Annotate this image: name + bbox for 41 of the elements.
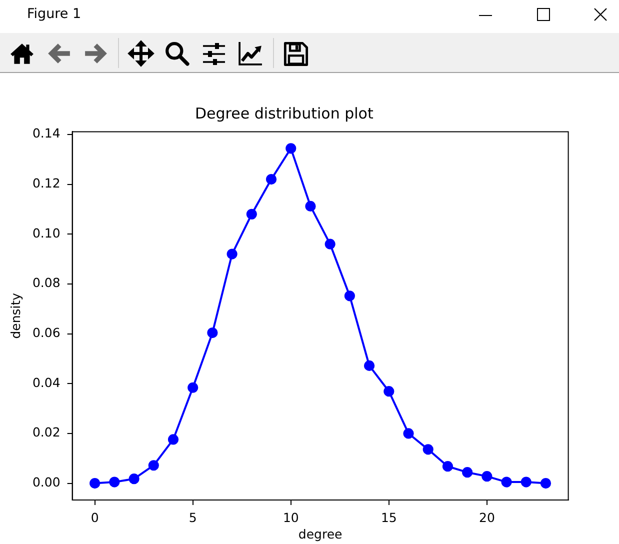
point (540, 478, 552, 489)
point (109, 476, 120, 488)
point (462, 467, 473, 478)
caption: Figure 1 (27, 6, 82, 22)
x-tick-label: 20 (478, 510, 495, 525)
point (364, 360, 375, 371)
point (384, 386, 394, 397)
point (226, 248, 238, 260)
point (246, 208, 257, 220)
point (207, 327, 218, 338)
y-tick-label: 0.14 (32, 126, 60, 141)
y-tick-label: 0.08 (32, 275, 60, 290)
y-tick-label: 0.10 (32, 225, 60, 240)
point (168, 434, 179, 445)
y-axis-title: density (8, 292, 23, 339)
x-axis-title: degree (298, 526, 343, 542)
x-tick-label: 5 (188, 510, 197, 525)
chart-title: Degree distribution plot (194, 104, 374, 123)
point (188, 382, 198, 393)
point (422, 444, 434, 455)
point (403, 428, 414, 439)
point (305, 200, 316, 212)
x-tick-label: 15 (380, 510, 397, 525)
point (286, 143, 296, 154)
point (482, 471, 492, 482)
y-tick-label: 0.12 (32, 176, 60, 191)
x-tick-label: 10 (282, 510, 299, 525)
y-tick-label: 0.00 (32, 474, 60, 490)
point (128, 474, 140, 484)
y-tick-label: 0.02 (32, 424, 60, 440)
point (442, 461, 454, 472)
x-tick-label: 0 (90, 510, 99, 525)
point (266, 174, 277, 185)
y-tick-label: 0.06 (32, 325, 60, 340)
point (90, 478, 100, 489)
point (148, 460, 159, 471)
point (501, 476, 512, 488)
point (344, 290, 356, 302)
point (324, 238, 336, 250)
y-tick-label: 0.04 (32, 374, 60, 390)
point (520, 476, 532, 488)
